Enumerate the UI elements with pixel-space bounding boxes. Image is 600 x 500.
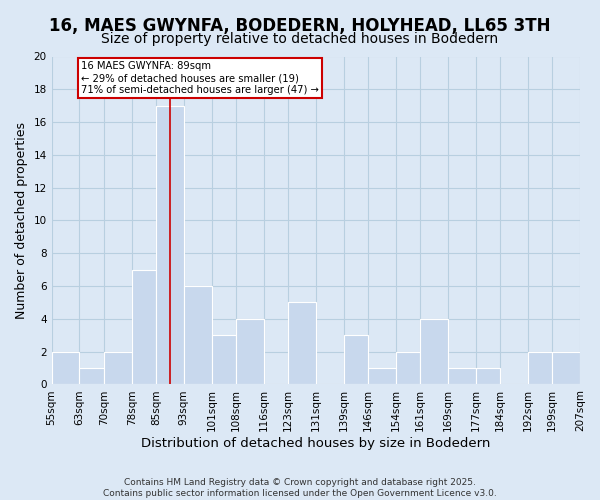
Text: 16, MAES GWYNFA, BODEDERN, HOLYHEAD, LL65 3TH: 16, MAES GWYNFA, BODEDERN, HOLYHEAD, LL6…	[49, 18, 551, 36]
Bar	[52, 352, 79, 384]
Bar	[420, 319, 448, 384]
Bar	[368, 368, 396, 384]
Bar	[156, 106, 184, 384]
Bar	[184, 286, 212, 384]
Y-axis label: Number of detached properties: Number of detached properties	[15, 122, 28, 319]
Bar	[104, 352, 131, 384]
Bar	[528, 352, 552, 384]
Bar	[212, 336, 236, 384]
Bar	[476, 368, 500, 384]
X-axis label: Distribution of detached houses by size in Bodedern: Distribution of detached houses by size …	[141, 437, 491, 450]
Bar	[131, 270, 156, 384]
Text: Contains HM Land Registry data © Crown copyright and database right 2025.
Contai: Contains HM Land Registry data © Crown c…	[103, 478, 497, 498]
Text: Size of property relative to detached houses in Bodedern: Size of property relative to detached ho…	[101, 32, 499, 46]
Bar	[288, 302, 316, 384]
Bar	[344, 336, 368, 384]
Bar	[79, 368, 104, 384]
Bar	[236, 319, 263, 384]
Bar	[396, 352, 420, 384]
Bar	[552, 352, 580, 384]
Bar	[448, 368, 476, 384]
Text: 16 MAES GWYNFA: 89sqm
← 29% of detached houses are smaller (19)
71% of semi-deta: 16 MAES GWYNFA: 89sqm ← 29% of detached …	[81, 62, 319, 94]
